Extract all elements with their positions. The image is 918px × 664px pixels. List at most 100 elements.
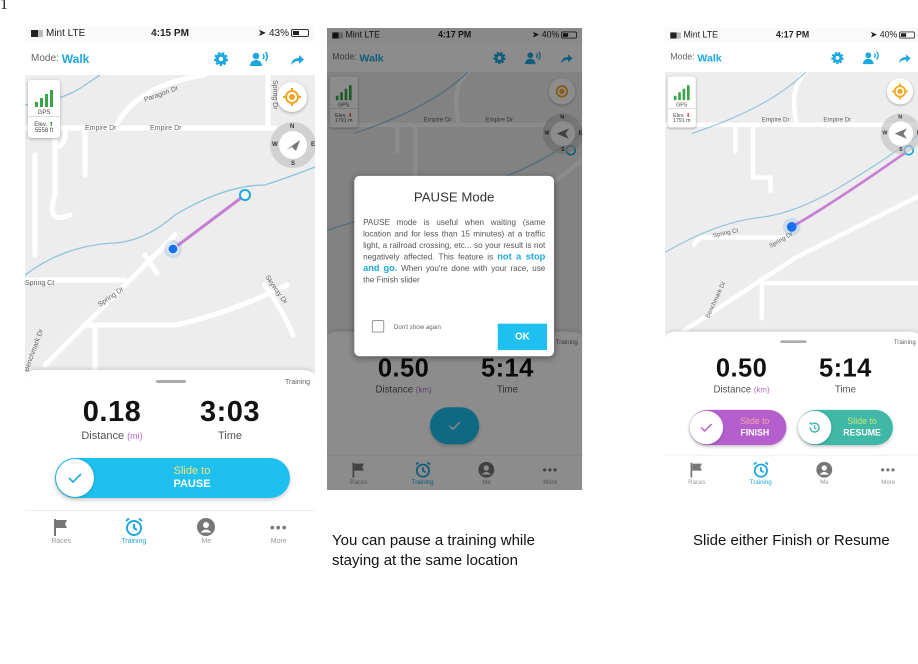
crosshair-icon [283,88,301,106]
compass-w: W [882,130,888,137]
locate-button[interactable] [548,78,576,105]
voice-coach-icon[interactable] [524,49,542,67]
share-icon[interactable] [896,49,914,67]
compass-n: N [290,124,295,130]
mode-selector[interactable]: Walk [697,51,722,64]
compass-button[interactable]: N W E S [880,113,918,154]
tab-races[interactable]: Races [327,456,391,490]
voice-coach-icon[interactable] [862,49,880,67]
tab-training[interactable]: Training [729,456,793,490]
mode-label: Mode: [332,52,357,63]
elev-up-icon: ⬆ [48,122,54,128]
tab-training[interactable]: Training [98,511,171,555]
time-value: 3:03 [199,396,261,428]
gps-signal-icon [668,76,696,102]
slider-action: RESUME [843,428,881,439]
tab-me[interactable]: Me [170,511,243,555]
ok-button[interactable]: OK [497,323,547,351]
tab-more[interactable]: ••• More [518,456,582,490]
tab-races[interactable]: Races [25,511,98,555]
share-icon[interactable] [558,49,576,67]
elevation-value: 5558 ft [34,128,54,134]
distance-unit: (km) [415,385,432,395]
alarm-clock-icon [124,516,144,538]
check-icon [68,473,82,483]
screenshot-paused-state: Mint LTE 4:17 PM ➤ 40% Mode: Walk Empire … [665,28,918,490]
tab-more[interactable]: ••• More [243,511,316,555]
mode-selector[interactable]: Walk [61,51,90,66]
app-header: Mode: Walk [327,43,582,72]
screenshot-pause-dialog: Mint LTE 4:17 PM ➤ 40% Mode: Walk Empire … [327,28,583,490]
mode-label: Mode: [670,52,695,63]
tab-me[interactable]: Me [455,456,519,490]
voice-coach-icon[interactable] [249,49,269,69]
distance-stat: 0.50 Distance (km) [355,354,452,394]
sheet-handle[interactable] [780,340,807,344]
gps-label: GPS [676,102,688,109]
activity-type: Training [555,339,578,346]
heading-arrow-icon [286,140,300,151]
slider-knob[interactable] [56,459,94,497]
tab-races[interactable]: Races [665,456,729,490]
slider-knob[interactable] [797,410,832,445]
street-label: Spring Dr [271,80,278,110]
resume-slider[interactable]: Slide to RESUME [797,409,893,446]
locate-button[interactable] [886,78,914,105]
gps-widget: GPS Elev. ⬆ 5558 ft [28,80,60,138]
tab-label: Training [749,479,772,486]
tab-more[interactable]: ••• More [856,456,918,490]
paused-confirm-button[interactable] [429,407,480,445]
street-label: Empire Dr [485,116,513,123]
compass-button[interactable]: N W E S [270,122,315,168]
pause-mode-dialog: PAUSE Mode PAUSE mode is useful when wai… [354,175,555,357]
compass-e: E [310,142,315,148]
carrier: Mint LTE [345,30,381,41]
compass-s: S [291,161,296,167]
gear-icon[interactable] [211,49,231,69]
map-view[interactable]: Empire Dr Empire Dr Spring Ct Spring Dr B… [665,69,918,334]
time-stat: 5:14 Time [459,354,556,394]
more-icon: ••• [542,462,559,477]
tab-me[interactable]: Me [793,456,857,490]
heading-arrow-icon [556,128,569,139]
gps-label: GPS [37,110,51,116]
pause-slider[interactable]: Slide to PAUSE [55,458,290,498]
street-label: Benchmark Dr [25,328,45,372]
signal-icon [332,32,343,39]
gear-icon[interactable] [491,49,509,67]
more-icon: ••• [880,462,897,477]
street-label: Spring Ct [25,280,54,287]
tab-label: Me [482,479,491,486]
compass-e: E [578,130,583,137]
battery-icon [291,29,309,38]
finish-slider[interactable]: Slide to FINISH [689,409,787,446]
sheet-handle[interactable] [156,380,186,383]
map-view[interactable]: Paragon Dr Empire Dr Empire Dr Spring Dr… [25,72,315,378]
activity-type: Training [284,379,310,386]
compass-button[interactable]: N W E S [542,113,583,154]
distance-value: 0.50 [715,354,768,383]
mode-selector[interactable]: Walk [359,51,384,64]
app-header: Mode: Walk [665,43,918,72]
gear-icon[interactable] [829,49,847,67]
locate-button[interactable] [277,82,307,112]
app-header: Mode: Walk [25,42,315,75]
status-bar: Mint LTE 4:17 PM ➤ 40% [327,28,583,43]
share-icon[interactable] [287,49,307,69]
alarm-clock-icon [752,460,770,479]
time-label: Time [496,384,518,395]
screenshot-training-active: Mint LTE 4:15 PM ➤ 43% Mode: Walk Paragon… [25,25,315,555]
carrier: Mint LTE [46,28,86,39]
dont-show-again-checkbox[interactable] [371,320,385,333]
tab-training[interactable]: Training [391,456,455,490]
tab-label: Training [411,479,434,486]
slider-action: PAUSE [173,478,211,490]
battery-icon [561,31,577,39]
compass-w: W [544,130,550,137]
compass-s: S [561,147,565,153]
tab-label: Me [820,479,829,486]
clock: 4:17 PM [775,30,810,41]
tab-label: More [881,479,896,486]
flag-icon [352,460,366,479]
slider-knob[interactable] [689,410,724,445]
